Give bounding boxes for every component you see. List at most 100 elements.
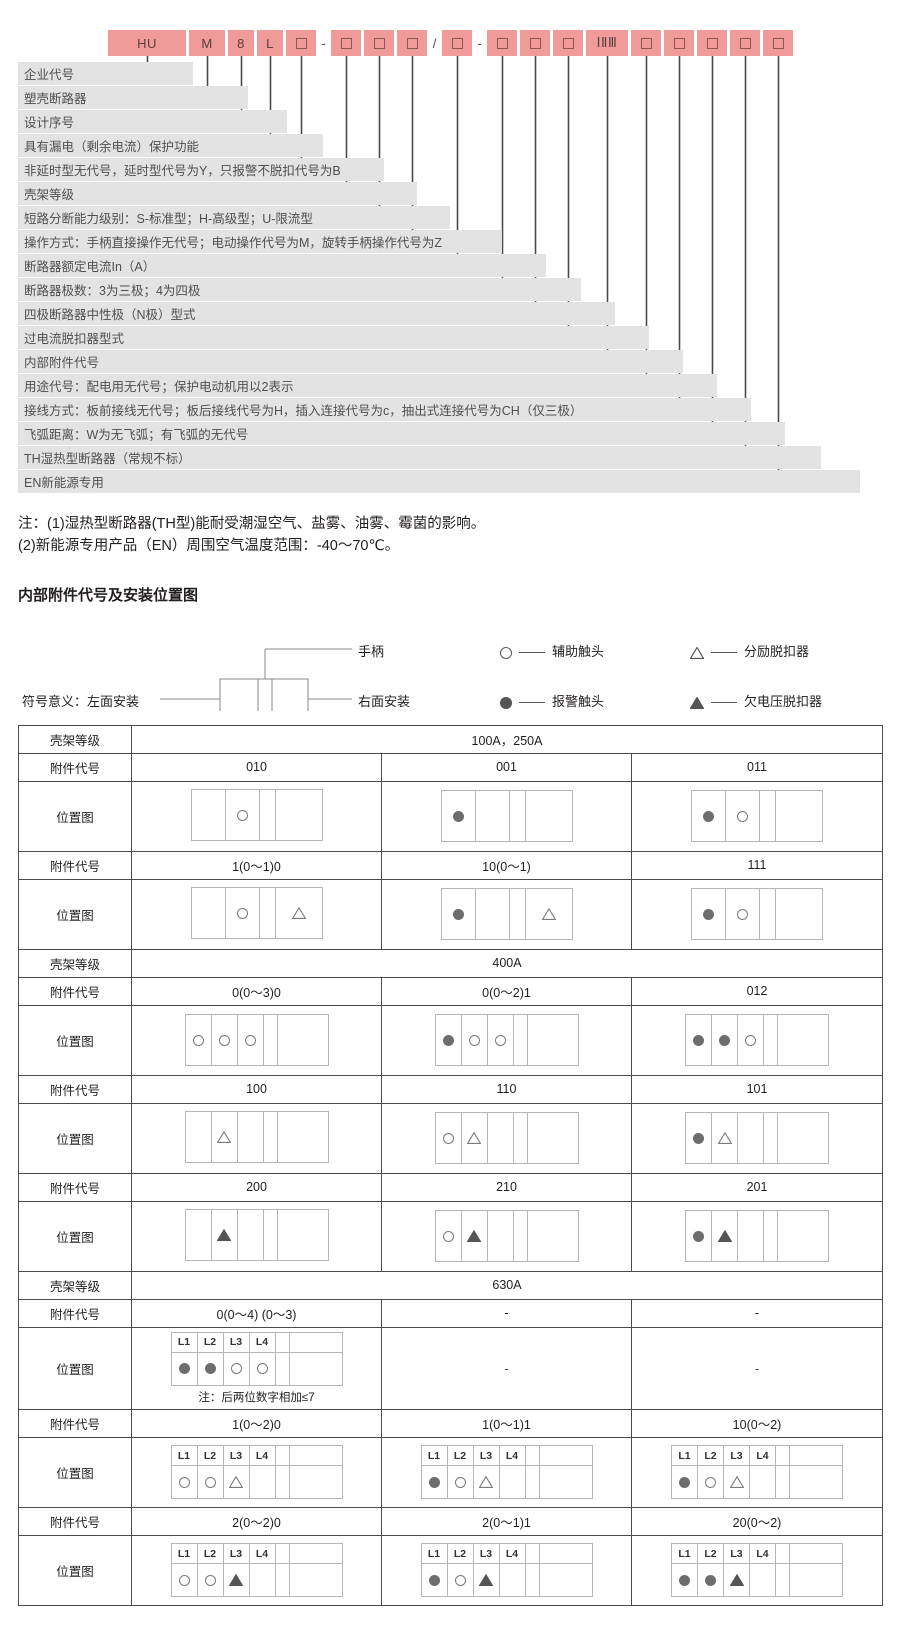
code-box-6	[331, 30, 361, 56]
diagram-segment-1	[212, 1015, 238, 1066]
diagram-segment-1	[476, 889, 510, 940]
diagram-segment-1	[712, 1211, 738, 1262]
code-label-text: EN新能源专用	[24, 476, 104, 490]
pole-label-4	[526, 1446, 540, 1466]
note-line-1: 注：(1)湿热型断路器(TH型)能耐受潮湿空气、盐雾、油雾、霉菌的影响。	[18, 516, 486, 532]
diagram-segment-3	[250, 1466, 276, 1499]
diagram-segment-1	[462, 1015, 488, 1066]
position-diagram-cell	[381, 1004, 632, 1076]
pole-label-4	[776, 1544, 790, 1564]
accessory-code-header: 附件代号	[18, 1172, 132, 1202]
position-diagram-cell	[131, 1004, 382, 1076]
frame-rating-header: 壳架等级	[18, 948, 132, 978]
code-label-text: 操作方式：手柄直接操作无代号；电动操作代号为M，旋转手柄操作代号为Z	[24, 236, 443, 250]
pole-label-5	[540, 1446, 592, 1465]
shunt-release-marker	[291, 907, 306, 920]
legend-dash	[519, 702, 545, 703]
empty-square-icon	[529, 37, 541, 49]
position-diagram: L1 L2 L3 L4	[170, 1331, 343, 1386]
position-diagram-cell	[381, 878, 632, 950]
pole-label-4	[276, 1544, 290, 1564]
pole-label-5	[540, 1544, 592, 1563]
shunt-release-marker	[479, 1476, 493, 1489]
shunt-release-marker	[229, 1476, 243, 1489]
diagram-segment-2	[238, 1015, 264, 1066]
empty-square-icon	[340, 37, 352, 49]
pole-label-2: L3	[224, 1332, 250, 1352]
pole-label-2: L3	[474, 1544, 500, 1564]
diagram-segment-3	[276, 888, 322, 938]
pole-label-3: L4	[500, 1544, 526, 1564]
pole-label-3: L4	[250, 1544, 276, 1564]
alarm-contact-marker	[693, 1034, 704, 1046]
diagram-segment-0	[442, 889, 476, 940]
accessory-code-value: 111	[631, 850, 883, 880]
accessory-code-header: 附件代号	[18, 1298, 132, 1328]
diagram-segment-2	[224, 1352, 250, 1385]
position-diagram	[434, 1014, 579, 1067]
diagram-segment-0	[172, 1352, 198, 1385]
diagram-segment-0	[422, 1564, 448, 1597]
diagram-segment-1	[212, 1210, 238, 1261]
code-label-text: 短路分断能力级别：S-标准型；H-高级型；U-限流型	[24, 212, 313, 226]
position-diagram	[685, 1112, 829, 1165]
legend-label-3: 欠电压脱扣器	[744, 693, 823, 709]
code-label-6: 短路分断能力级别：S-标准型；H-高级型；U-限流型	[18, 206, 450, 229]
diagram-segment-2	[724, 1466, 750, 1499]
code-label-text: 具有漏电（剩余电流）保护功能	[24, 140, 200, 154]
table-row: 附件代号 0(0～4) (0～3) - -	[18, 1298, 883, 1328]
pole-label-0: L1	[672, 1544, 698, 1564]
diagram-segment-4	[276, 1352, 290, 1385]
right-mount-label: 右面安装	[358, 693, 411, 709]
aux-contact-marker	[178, 1574, 190, 1586]
position-diagram-cell	[631, 1004, 883, 1076]
accessory-code-value: 010	[131, 752, 382, 782]
pole-label-0: L1	[422, 1446, 448, 1466]
code-box-17	[664, 30, 694, 56]
code-label-14: 接线方式：板前接线无代号；板后接线代号为H，插入连接代号为c，抽出式连接代号为C…	[18, 398, 751, 421]
diagram-body: L1 L2 L3 L4	[671, 1445, 843, 1500]
accessory-section-title: 内部附件代号及安装位置图	[18, 586, 199, 604]
position-diagram: L1 L2 L3 L4	[671, 1445, 843, 1500]
alarm-contact-marker	[703, 908, 714, 920]
code-label-9: 断路器极数：3为三极；4为四极	[18, 278, 581, 301]
diagram-segment-4	[526, 1564, 540, 1597]
position-diagram-cell: L1 L2 L3 L4	[631, 1436, 883, 1508]
position-diagram-header: 位置图	[18, 1534, 132, 1606]
diagram-segment-5	[290, 1466, 342, 1498]
triangle-filled-icon	[690, 696, 704, 709]
alarm-contact-marker	[428, 1574, 440, 1586]
position-diagram-cell: L1 L2 L3 L4	[381, 1436, 632, 1508]
model-code-section: HU M 8 L - / - ⅠⅡⅢ 企业代号 塑壳断路器 设计序号 具有漏电（剩余电流）保护功能非…	[0, 0, 900, 558]
table-row: 位置图	[18, 780, 883, 852]
empty-square-icon	[451, 37, 463, 49]
diagram-segment-4	[276, 1466, 290, 1499]
pole-label-1: L2	[448, 1544, 474, 1564]
diagram-segment-4	[776, 1466, 790, 1499]
diagram-pole-labels: L1 L2 L3 L4	[421, 1446, 592, 1467]
code-box-1: M	[189, 30, 225, 56]
legend-label-0: 辅助触头	[552, 643, 605, 659]
shunt-release-marker	[217, 1131, 231, 1144]
diagram-body	[184, 1014, 329, 1067]
code-box-8	[397, 30, 427, 56]
accessory-code-header: 附件代号	[18, 1506, 132, 1536]
pole-label-1: L2	[698, 1446, 724, 1466]
undervoltage-release-marker	[717, 1230, 732, 1243]
diagram-segment-0	[686, 1113, 712, 1164]
legend-dash	[711, 702, 737, 703]
empty-square-icon	[295, 37, 307, 49]
code-label-1: 塑壳断路器	[18, 86, 248, 109]
accessory-code-header: 附件代号	[18, 1408, 132, 1438]
pole-label-4	[526, 1544, 540, 1564]
table-row: 位置图	[18, 1102, 883, 1174]
pole-label-4	[276, 1446, 290, 1466]
accessory-code-value: 10(0～2)	[631, 1408, 883, 1438]
aux-contact-marker	[218, 1034, 230, 1046]
empty-square-icon	[496, 37, 508, 49]
code-label-text: 断路器极数：3为三极；4为四极	[24, 284, 201, 298]
diagram-segment-2	[488, 1211, 514, 1262]
position-diagram-header: 位置图	[18, 1004, 132, 1076]
aux-contact-marker	[468, 1034, 480, 1046]
breaker-schematic	[160, 648, 352, 711]
